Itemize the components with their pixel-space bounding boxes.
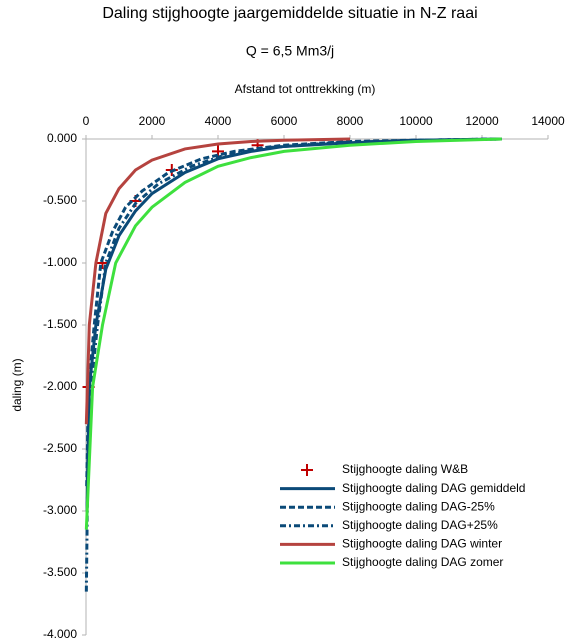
legend-label: Stijghoogte daling DAG winter <box>342 537 502 551</box>
x-tick-label: 2000 <box>139 114 166 128</box>
x-tick-label: 4000 <box>205 114 232 128</box>
y-tick-label: 0.000 <box>47 131 77 145</box>
y-tick-label: -2.000 <box>43 379 77 393</box>
x-tick-label: 0 <box>83 114 90 128</box>
y-axis-label: daling (m) <box>10 358 24 411</box>
x-axis-label: Afstand tot onttrekking (m) <box>235 82 376 96</box>
legend-label: Stijghoogte daling DAG+25% <box>342 518 498 532</box>
y-tick-label: -3.000 <box>43 503 77 517</box>
legend-label: Stijghoogte daling DAG gemiddeld <box>342 481 525 495</box>
series-line <box>85 137 502 512</box>
legend-label: Stijghoogte daling DAG zomer <box>342 555 503 569</box>
x-tick-label: 8000 <box>337 114 364 128</box>
x-tick-label: 14000 <box>531 114 565 128</box>
marker <box>301 464 313 476</box>
y-tick-label: -1.000 <box>43 255 77 269</box>
chart-title: Daling stijghoogte jaargemiddelde situat… <box>102 5 477 22</box>
chart-subtitle: Q = 6,5 Mm3/j <box>246 43 334 59</box>
legend-label: Stijghoogte daling W&B <box>342 462 468 476</box>
series-line <box>84 137 502 592</box>
series-line <box>85 137 502 487</box>
y-tick-label: -2.500 <box>43 441 77 455</box>
y-tick-label: -0.500 <box>43 193 77 207</box>
series-line <box>84 137 351 425</box>
legend-label: Stijghoogte daling DAG-25% <box>342 499 495 513</box>
x-tick-label: 10000 <box>399 114 433 128</box>
x-tick-label: 6000 <box>271 114 298 128</box>
y-tick-label: -3.500 <box>43 565 77 579</box>
x-tick-label: 12000 <box>465 114 499 128</box>
y-tick-label: -1.500 <box>43 317 77 331</box>
series-line <box>84 137 502 530</box>
y-tick-label: -4.000 <box>43 627 77 641</box>
